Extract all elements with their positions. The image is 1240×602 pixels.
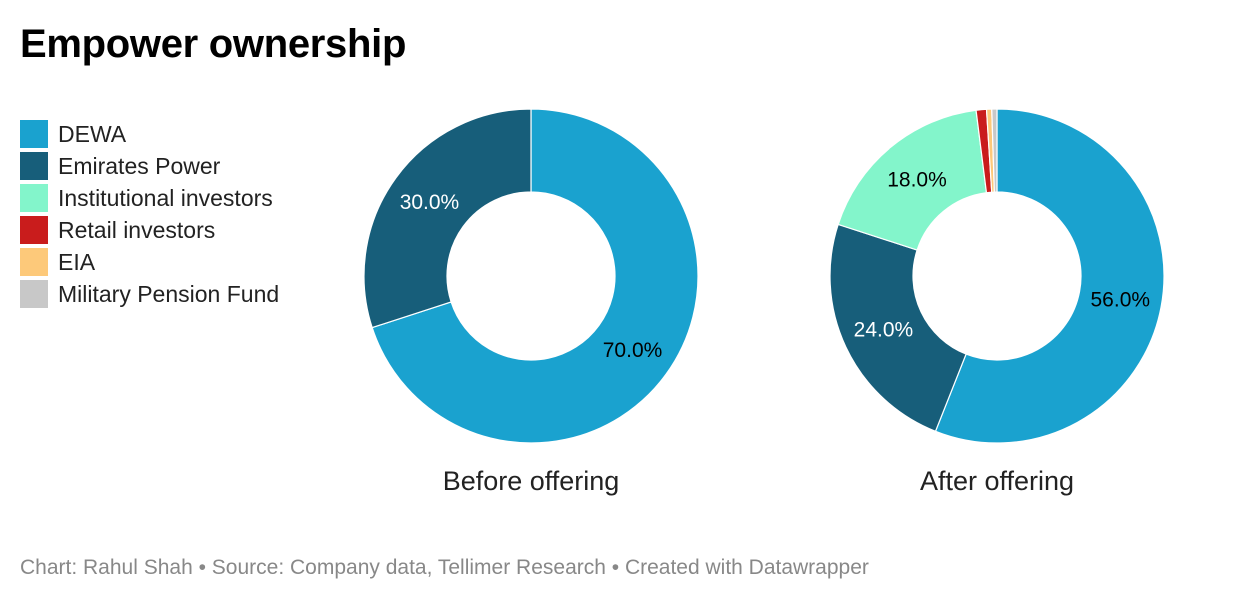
- legend-swatch-emirates-power: [20, 152, 48, 180]
- chart-title: Empower ownership: [20, 22, 407, 66]
- legend-label-emirates-power: Emirates Power: [58, 152, 221, 179]
- legend-swatch-dewa: [20, 120, 48, 148]
- slice-dewa: [934, 108, 1165, 444]
- slice-emirates-power: [829, 223, 967, 433]
- legend-item-emirates-power: Emirates Power: [20, 150, 279, 182]
- legend-item-retail-investors: Retail investors: [20, 214, 279, 246]
- slice-label-dewa: 56.0%: [1091, 289, 1151, 312]
- slice-military-pension-fund: [991, 108, 998, 193]
- legend-item-eia: EIA: [20, 246, 279, 278]
- slice-dewa: [371, 108, 699, 444]
- legend-swatch-retail-investors: [20, 216, 48, 244]
- legend-label-military-pension-fund: Military Pension Fund: [58, 280, 280, 307]
- legend-label-institutional-investors: Institutional investors: [58, 184, 273, 211]
- slice-emirates-power: [363, 108, 532, 329]
- slice-label-institutional-investors: 18.0%: [887, 168, 947, 191]
- legend-label-retail-investors: Retail investors: [58, 216, 216, 243]
- legend-item-dewa: DEWA: [20, 118, 279, 150]
- legend-label-eia: EIA: [58, 248, 96, 275]
- slice-label-dewa: 70.0%: [603, 339, 663, 362]
- donut-title: Before offering: [443, 466, 620, 496]
- legend-swatch-institutional-investors: [20, 184, 48, 212]
- donut-before-offering: 70.0% 30.0% Before offering: [363, 108, 699, 496]
- legend-swatch-military-pension-fund: [20, 280, 48, 308]
- donut-after-offering: 56.0% 24.0% 18.0% After offering: [829, 108, 1165, 496]
- slice-label-emirates-power: 30.0%: [400, 191, 460, 214]
- legend-item-military-pension-fund: Military Pension Fund: [20, 278, 279, 310]
- slice-label-emirates-power: 24.0%: [854, 318, 914, 341]
- legend-item-institutional-investors: Institutional investors: [20, 182, 279, 214]
- donut-title: After offering: [920, 466, 1074, 496]
- legend-label-dewa: DEWA: [58, 120, 127, 147]
- legend-swatch-eia: [20, 248, 48, 276]
- slice-institutional-investors: [837, 109, 988, 251]
- source-note: Chart: Rahul Shah • Source: Company data…: [20, 556, 869, 579]
- legend: DEWA Emirates Power Institutional invest…: [20, 118, 279, 310]
